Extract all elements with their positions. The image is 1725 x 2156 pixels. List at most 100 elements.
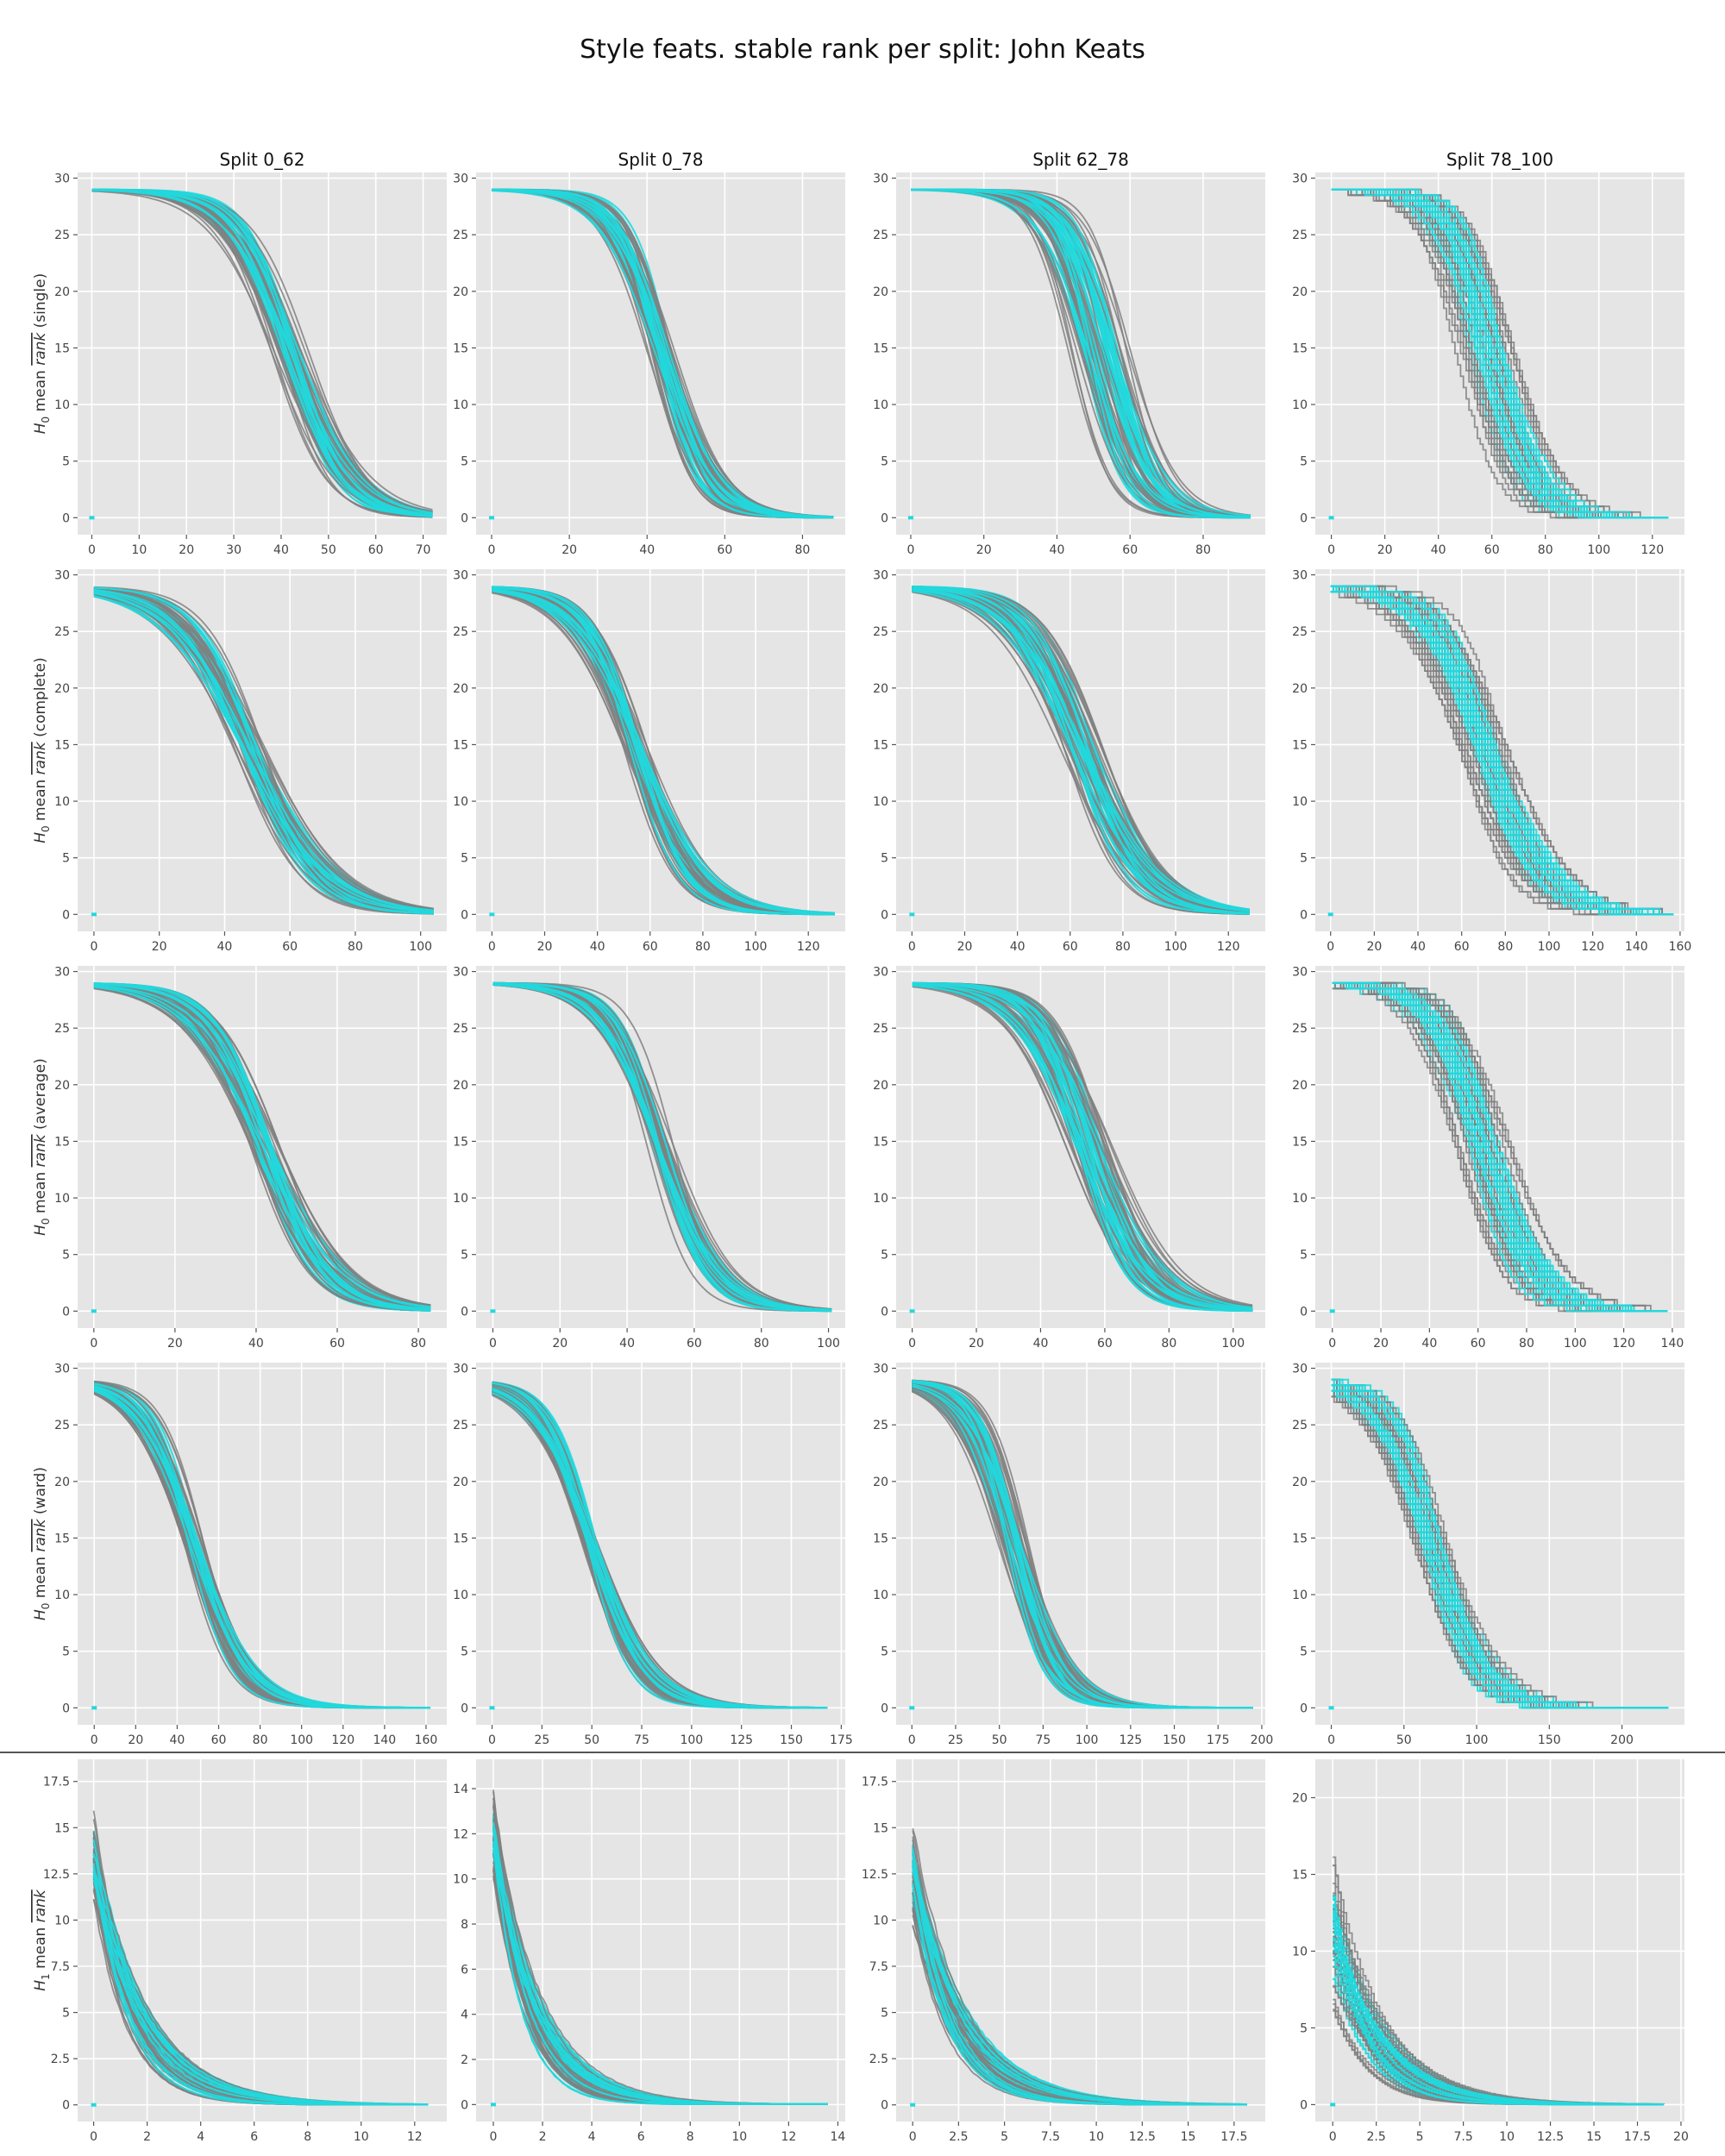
- x-tick-label: 5: [1416, 2130, 1424, 2144]
- y-tick-label: 0: [881, 1305, 888, 1319]
- x-tick-label: 25: [534, 1733, 549, 1747]
- origin-marker: [1327, 912, 1333, 917]
- x-tick-label: 40: [170, 1733, 185, 1747]
- x-tick-label: 50: [584, 1733, 599, 1747]
- y-tick-label: 10: [453, 795, 468, 809]
- y-tick-label: 0: [62, 511, 70, 525]
- y-tick-label: 20: [453, 682, 468, 696]
- x-tick-label: 40: [1050, 543, 1065, 557]
- x-tick-label: 14: [831, 2130, 846, 2144]
- series-line: [91, 188, 433, 517]
- y-tick-label: 10: [54, 398, 70, 412]
- y-tick-label: 8: [461, 1918, 468, 1932]
- x-tick-label: 150: [1163, 1733, 1186, 1747]
- y-tick-label: 25: [54, 229, 70, 242]
- x-tick-label: 12.5: [1537, 2130, 1564, 2144]
- x-tick-label: 80: [754, 1337, 769, 1351]
- series-line: [93, 983, 431, 1311]
- plot-area: [476, 569, 845, 931]
- x-tick-label: 12.5: [1129, 2130, 1156, 2144]
- y-tick-label: 12.5: [862, 1868, 888, 1882]
- x-tick-label: 160: [1669, 940, 1692, 954]
- y-tick-label: 0: [62, 1702, 70, 1715]
- series-line: [1332, 981, 1668, 1313]
- y-tick-label: 10: [873, 1914, 888, 1927]
- series-line: [91, 189, 433, 514]
- y-tick-label: 4: [461, 2009, 468, 2022]
- y-tick-label: 17.5: [43, 1776, 70, 1789]
- x-tick-label: 4: [588, 2130, 596, 2144]
- x-tick-label: 40: [1421, 1337, 1437, 1351]
- x-tick-label: 0: [90, 940, 97, 954]
- origin-marker: [909, 1706, 915, 1710]
- subplot: 0 2.5 5 7.5 10 12.5 15 17.5 20 0 5 10 15 20: [1292, 1759, 1689, 2144]
- x-tick-label: 2: [539, 2130, 547, 2144]
- origin-marker: [907, 516, 913, 520]
- y-tick-label: 10: [453, 398, 468, 412]
- y-tick-label: 20: [54, 285, 70, 299]
- y-tick-label: 25: [54, 1419, 70, 1432]
- x-tick-label: 175: [1207, 1733, 1230, 1747]
- y-tick-label: 10: [873, 795, 888, 809]
- x-tick-label: 0: [489, 1337, 497, 1351]
- y-tick-label: 15: [873, 1821, 888, 1835]
- y-tick-label: 2.5: [869, 2053, 888, 2066]
- x-tick-label: 125: [730, 1733, 753, 1747]
- x-tick-label: 80: [1519, 1337, 1534, 1351]
- y-tick-label: 10: [1292, 1589, 1308, 1602]
- y-tick-label: 10: [453, 1192, 468, 1206]
- plot-area: [476, 1759, 845, 2122]
- y-tick-label: 25: [1292, 229, 1308, 242]
- x-tick-label: 40: [273, 543, 289, 557]
- y-tick-label: 5: [881, 1249, 888, 1263]
- x-tick-label: 80: [348, 940, 363, 954]
- y-tick-label: 20: [54, 1079, 70, 1093]
- x-tick-label: 0: [1329, 2130, 1337, 2144]
- origin-marker: [1329, 1309, 1335, 1313]
- series-group: [492, 1381, 828, 1709]
- subplot: 0 20 40 60 80 100 120 140 0 5 10 15 20 25 30: [1292, 966, 1684, 1351]
- origin-marker: [489, 912, 495, 917]
- y-tick-label: 25: [54, 1022, 70, 1036]
- y-tick-label: 0: [1300, 511, 1308, 525]
- series-line: [912, 1383, 1253, 1709]
- y-tick-label: 12.5: [43, 1868, 70, 1882]
- x-tick-label: 0: [488, 940, 496, 954]
- series-line: [93, 982, 431, 1311]
- x-tick-label: 100: [290, 1733, 313, 1747]
- y-tick-label: 5: [1300, 2021, 1308, 2035]
- y-tick-label: 30: [1292, 569, 1308, 583]
- y-tick-label: 15: [873, 1532, 888, 1545]
- series-line: [912, 981, 1253, 1312]
- series-group: [93, 1380, 430, 1709]
- y-tick-label: 20: [453, 1079, 468, 1093]
- y-tick-label: 25: [1292, 1419, 1308, 1432]
- x-tick-label: 80: [1497, 940, 1513, 954]
- series-line: [91, 189, 433, 514]
- x-tick-label: 0: [1327, 543, 1335, 557]
- y-tick-label: 20: [453, 285, 468, 299]
- y-tick-label: 14: [453, 1783, 468, 1796]
- plot-area: [78, 1759, 447, 2122]
- y-tick-label: 20: [54, 1476, 70, 1489]
- series-line: [492, 983, 832, 1311]
- subplot: 0 2.5 5 7.5 10 12.5 15 17.5 0 2.5 5 7.5 10 12.5 15 17.5: [862, 1759, 1265, 2144]
- y-tick-label: 15: [873, 738, 888, 752]
- y-tick-label: 15: [453, 1532, 468, 1545]
- series-line: [491, 189, 834, 518]
- origin-marker: [91, 1309, 97, 1313]
- x-tick-label: 20: [152, 940, 167, 954]
- x-tick-label: 0: [908, 940, 916, 954]
- series-line: [492, 586, 835, 916]
- x-tick-label: 100: [1587, 543, 1610, 557]
- y-tick-label: 25: [873, 1022, 888, 1036]
- subplot: 0 20 40 60 80 100 120 0 5 10 15 20 25 30: [873, 569, 1265, 954]
- series-group: [93, 982, 431, 1312]
- y-tick-label: 0: [1300, 1702, 1308, 1715]
- y-axis-label: H1 mean rank: [32, 1889, 52, 1991]
- y-tick-label: 0: [62, 1305, 70, 1319]
- y-tick-label: 25: [54, 625, 70, 639]
- y-tick-label: 25: [1292, 1022, 1308, 1036]
- x-tick-label: 80: [1195, 543, 1211, 557]
